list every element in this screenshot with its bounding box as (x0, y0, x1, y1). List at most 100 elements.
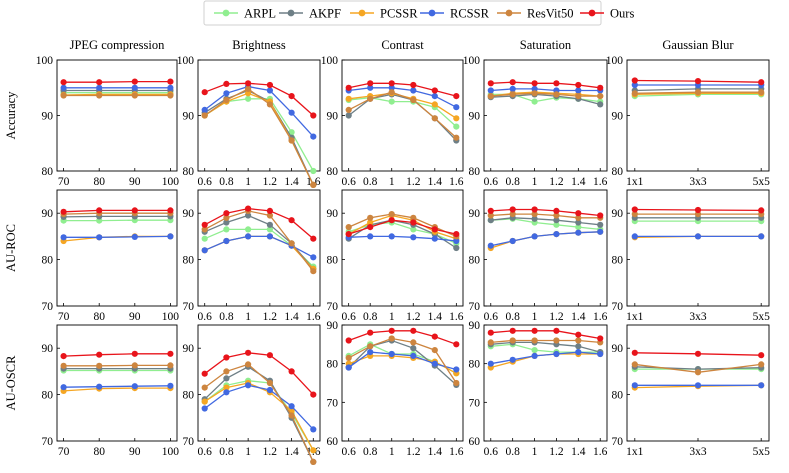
x-tick-label: 1.2 (263, 176, 278, 188)
series-line-akpf (204, 214, 314, 270)
data-point-ours (694, 206, 702, 214)
legend-marker-rcssr (428, 9, 436, 17)
data-point-ours (487, 207, 494, 214)
x-tick-label: 0.8 (219, 311, 234, 323)
data-point-rcssr (167, 233, 174, 240)
data-point-akpf (597, 221, 604, 228)
series-line-arpl (204, 380, 314, 451)
x-tick-label: 1.6 (449, 311, 464, 323)
data-point-arpl (531, 347, 538, 354)
data-point-ours (131, 207, 138, 214)
series-ours (345, 217, 460, 238)
data-point-ours (509, 79, 516, 86)
series-line-ours (490, 208, 601, 217)
series-line-ours (348, 219, 457, 235)
y-tick-label: 90 (42, 208, 54, 220)
data-point-rcssr (310, 133, 317, 140)
panel-frame (56, 189, 178, 307)
series-pcssr (60, 233, 174, 245)
y-tick-label: 90 (469, 320, 481, 332)
series-line-ours (63, 353, 171, 357)
x-tick-label: 1.6 (593, 446, 608, 458)
data-point-ours (597, 335, 604, 342)
x-tick-label: 3x3 (689, 311, 707, 323)
series-rcssr (201, 233, 317, 261)
data-point-rcssr (410, 87, 417, 94)
row-label-au-oscr: AU-OSCR (4, 355, 18, 411)
panel-r0-c0: 80 90 100 70 80 90 100 (36, 55, 180, 188)
series-ours (631, 349, 765, 359)
series-resvit50 (201, 85, 317, 188)
data-point-ours (60, 353, 67, 360)
data-point-resvit50 (131, 92, 138, 99)
data-point-rcssr (694, 233, 702, 240)
data-point-rcssr (96, 383, 103, 390)
series-line-akpf (348, 219, 457, 249)
column-title-brightness: Brightness (232, 38, 286, 52)
panel-r1-c4: 70 80 90 1x1 3x3 5x5 (612, 189, 771, 323)
series-rcssr (201, 382, 317, 433)
data-point-rcssr (266, 87, 273, 94)
x-tick-label: 1.6 (449, 446, 464, 458)
data-point-resvit50 (345, 106, 352, 113)
x-tick-label: 1 (245, 176, 251, 188)
series-line-akpf (63, 215, 171, 218)
data-point-ours (410, 219, 417, 226)
x-tick-label: 1.2 (549, 446, 564, 458)
series-rcssr (345, 84, 460, 111)
data-point-pcssr (310, 447, 317, 454)
data-point-ours (388, 327, 395, 334)
data-point-resvit50 (288, 412, 295, 419)
data-point-ours (245, 349, 252, 356)
data-point-rcssr (367, 233, 374, 240)
data-point-rcssr (388, 233, 395, 240)
series-line-resvit50 (348, 91, 457, 139)
data-point-ours (509, 206, 516, 213)
x-tick-label: 100 (162, 176, 180, 188)
data-point-rcssr (310, 254, 317, 261)
series-line-rcssr (204, 85, 314, 138)
data-point-rcssr (266, 386, 273, 394)
panel-frame (197, 324, 321, 442)
data-point-akpf (453, 244, 460, 252)
data-point-rcssr (60, 384, 67, 391)
data-point-resvit50 (575, 93, 582, 100)
x-tick-label: 1.4 (571, 446, 586, 458)
data-point-ours (345, 337, 352, 344)
data-point-ours (553, 327, 560, 334)
data-point-ours (631, 349, 638, 356)
y-tick-label: 70 (469, 397, 481, 409)
x-tick-label: 1.2 (406, 446, 421, 458)
data-point-rcssr (60, 234, 67, 241)
x-tick-label: 1 (389, 311, 395, 323)
series-line-ours (348, 330, 457, 345)
panel-r1-c2: 70 80 90 0.6 0.8 1 1.2 1.4 1.6 (327, 189, 464, 323)
x-tick-label: 100 (162, 446, 180, 458)
y-tick-label: 80 (327, 359, 339, 371)
series-resvit50 (345, 89, 460, 141)
y-tick-label: 90 (42, 111, 54, 123)
x-tick-label: 90 (129, 446, 141, 458)
data-point-pcssr (201, 398, 208, 405)
data-point-ours (223, 354, 230, 361)
y-tick-label: 80 (469, 255, 481, 267)
y-tick-label: 80 (183, 390, 195, 402)
data-point-ours (131, 78, 138, 85)
data-point-rcssr (597, 228, 604, 235)
data-point-rcssr (201, 106, 208, 113)
x-tick-label: 5x5 (753, 311, 771, 323)
data-point-resvit50 (597, 93, 604, 100)
x-tick-label: 1.2 (263, 446, 278, 458)
y-tick-label: 90 (469, 111, 481, 123)
data-point-resvit50 (531, 211, 538, 218)
data-point-rcssr (487, 87, 494, 94)
x-tick-label: 0.8 (505, 446, 520, 458)
data-point-rcssr (631, 233, 638, 240)
data-point-arpl (453, 123, 460, 130)
data-point-resvit50 (531, 337, 538, 344)
series-resvit50 (631, 361, 765, 376)
data-point-resvit50 (167, 362, 174, 369)
data-point-resvit50 (410, 96, 417, 104)
series-ours (60, 350, 174, 360)
